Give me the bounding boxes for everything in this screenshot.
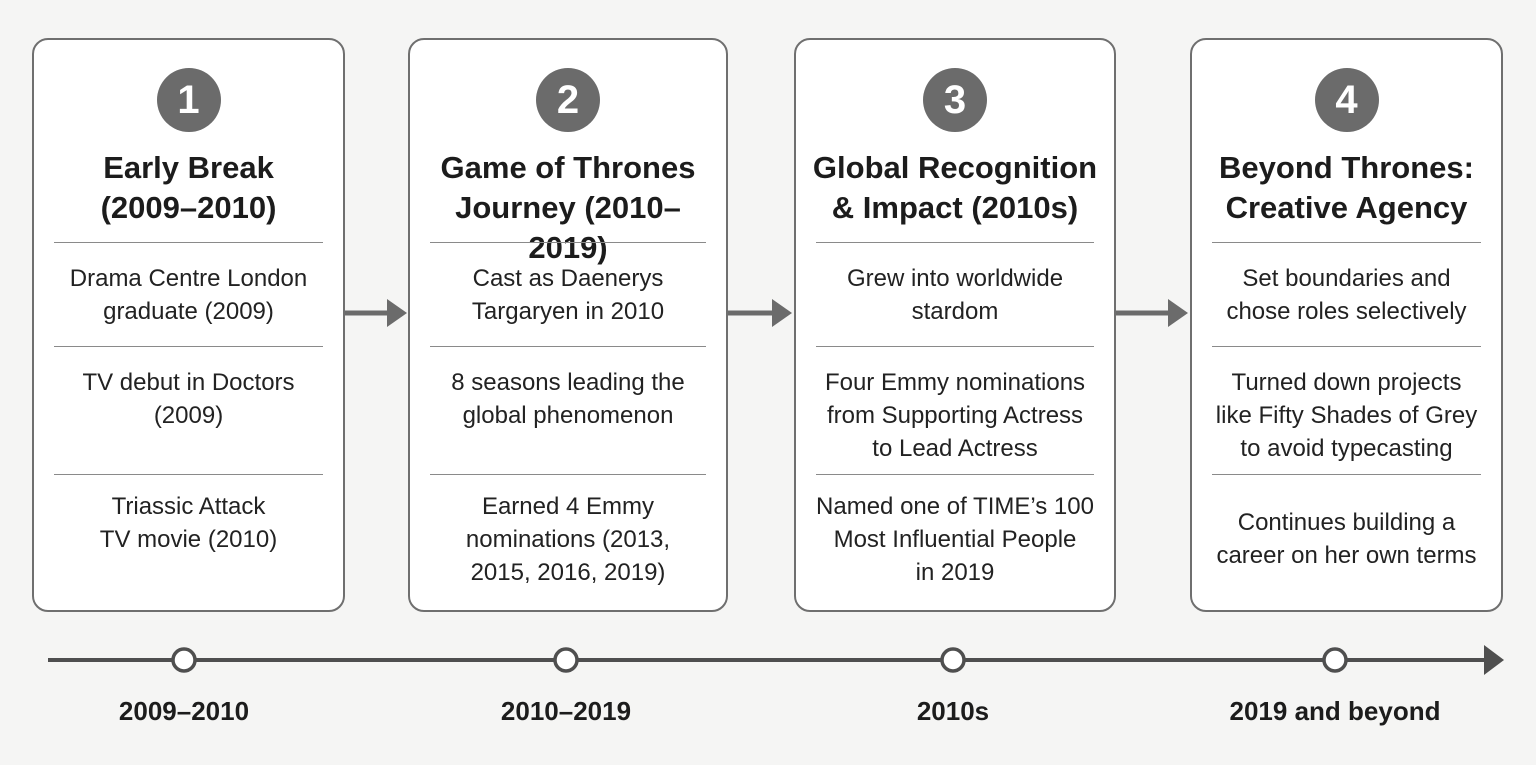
stage-number-badge: 3: [923, 68, 987, 132]
timeline-marker: [553, 647, 579, 673]
stage-item: Drama Centre London graduate (2009): [69, 265, 308, 325]
divider: [1212, 474, 1481, 475]
stage-number-badge: 2: [536, 68, 600, 132]
arrow-right-icon: [728, 299, 792, 327]
divider: [430, 346, 706, 347]
stage-item: Named one of TIME’s 100 Most Influential…: [816, 493, 1094, 586]
timeline-arrowhead-icon: [1484, 645, 1504, 675]
stage-item: Triassic Attack TV movie (2010): [99, 493, 278, 553]
arrow-right-icon: [1116, 299, 1188, 327]
stage-number-badge: 4: [1314, 68, 1379, 132]
stage-card-4: 4 Beyond Thrones: Creative Agency Set bo…: [1190, 38, 1503, 612]
timeline-label: 2019 and beyond: [1229, 696, 1441, 726]
stage-item: Grew into worldwide stardom: [846, 265, 1064, 325]
divider: [816, 346, 1094, 347]
stage-title: Global Recognition & Impact (2010s): [812, 150, 1098, 225]
timeline-marker: [1322, 647, 1348, 673]
divider: [816, 474, 1094, 475]
timeline-label: 2010s: [916, 696, 990, 726]
stage-item: 8 seasons leading the global phenomenon: [451, 369, 685, 429]
divider: [54, 242, 323, 243]
divider: [1212, 242, 1481, 243]
divider: [430, 474, 706, 475]
stage-card-3: 3 Global Recognition & Impact (2010s) Gr…: [794, 38, 1116, 612]
stage-item: Cast as Daenerys Targaryen in 2010: [471, 265, 665, 325]
timeline-label: 2009–2010: [118, 696, 250, 726]
divider: [54, 474, 323, 475]
divider: [430, 242, 706, 243]
stage-card-2: 2 Game of Thrones Journey (2010–2019) Ca…: [408, 38, 728, 612]
timeline-marker: [940, 647, 966, 673]
stage-title: Game of Thrones Journey (2010–2019): [440, 150, 696, 265]
stage-item: Four Emmy nominations from Supporting Ac…: [824, 369, 1086, 462]
stage-item: Turned down projects like Fifty Shades o…: [1215, 369, 1478, 462]
stage-item: TV debut in Doctors (2009): [82, 369, 295, 429]
divider: [1212, 346, 1481, 347]
stage-card-1: 1 Early Break (2009–2010) Drama Centre L…: [32, 38, 345, 612]
stage-title: Early Break (2009–2010): [100, 150, 277, 225]
stage-number-badge: 1: [156, 68, 221, 132]
timeline: [48, 645, 1504, 675]
stage-item: Earned 4 Emmy nominations (2013, 2015, 2…: [465, 493, 671, 586]
timeline-label: 2010–2019: [500, 696, 632, 726]
arrow-right-icon: [345, 299, 407, 327]
stage-title: Beyond Thrones: Creative Agency: [1219, 150, 1474, 225]
stage-item: Continues building a career on her own t…: [1216, 509, 1477, 569]
timeline-marker: [171, 647, 197, 673]
stage-item: Set boundaries and chose roles selective…: [1226, 265, 1467, 325]
divider: [54, 346, 323, 347]
divider: [816, 242, 1094, 243]
